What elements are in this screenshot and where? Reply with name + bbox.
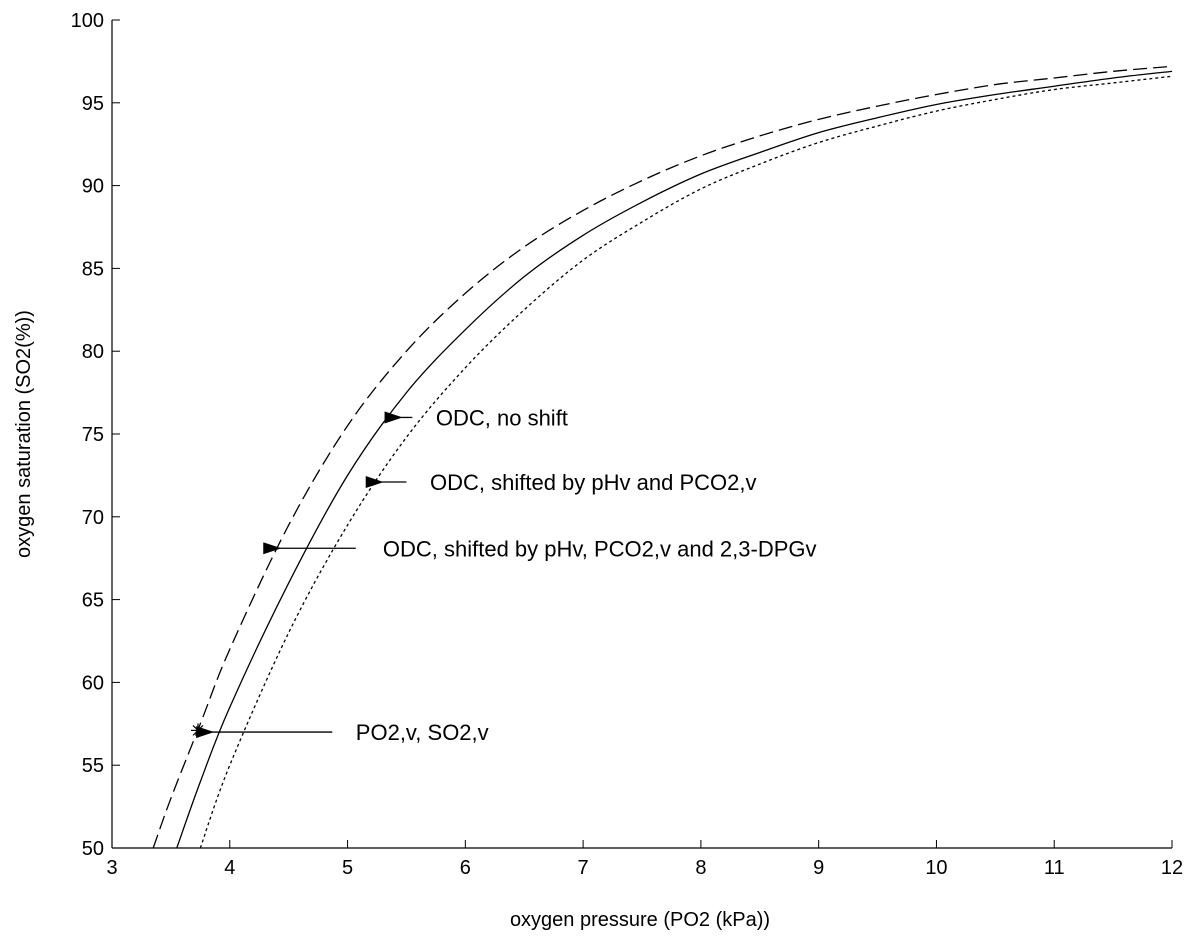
y-tick-label: 55 — [82, 755, 104, 777]
y-tick-label: 80 — [82, 341, 104, 363]
y-tick-label: 90 — [82, 176, 104, 198]
series-line-solid — [176, 70, 1173, 849]
annotation-label: ODC, no shift — [436, 405, 568, 430]
annotation-label: ODC, shifted by pHv and PCO2,v — [430, 470, 756, 495]
y-tick-label: 100 — [71, 10, 104, 32]
annotation-label: ODC, shifted by pHv, PCO2,v and 2,3-DPGv — [383, 536, 817, 561]
series-line-dashed — [152, 65, 1173, 849]
y-tick-label: 75 — [82, 424, 104, 446]
marker-point-star — [190, 723, 205, 738]
x-axis-label: oxygen pressure (PO2 (kPa)) — [510, 909, 770, 931]
x-tick-label: 11 — [1044, 857, 1065, 879]
y-tick-label: 70 — [82, 507, 104, 529]
x-tick-label: 7 — [578, 857, 589, 879]
x-tick-label: 8 — [695, 857, 706, 879]
plot-area: 3 4 5 6 7 8 9 10 11 12 50 55 60 65 70 75 80 85 90 95 100 — [71, 10, 1184, 879]
x-tick-label: 6 — [460, 857, 471, 879]
annotation-label: PO2,v, SO2,v — [356, 720, 489, 745]
x-tick-label: 10 — [925, 857, 947, 879]
x-tick-label: 5 — [342, 857, 353, 879]
y-tick-label: 50 — [82, 838, 104, 860]
y-tick-label: 65 — [82, 590, 104, 612]
y-tick-label: 85 — [82, 258, 104, 280]
x-tick-label: 12 — [1161, 857, 1183, 879]
x-tick-label: 4 — [224, 857, 235, 879]
series-line-dotted — [199, 75, 1173, 849]
y-axis-label: oxygen saturation (SO2(%)) — [13, 310, 35, 558]
y-tick-label: 60 — [82, 672, 104, 694]
x-tick-label: 3 — [106, 857, 117, 879]
series-layer — [152, 65, 1173, 849]
y-tick-label: 95 — [82, 93, 104, 115]
annotation-layer: ODC, no shift ODC, shifted by pHv and PCO… — [196, 405, 817, 745]
x-tick-label: 9 — [813, 857, 824, 879]
